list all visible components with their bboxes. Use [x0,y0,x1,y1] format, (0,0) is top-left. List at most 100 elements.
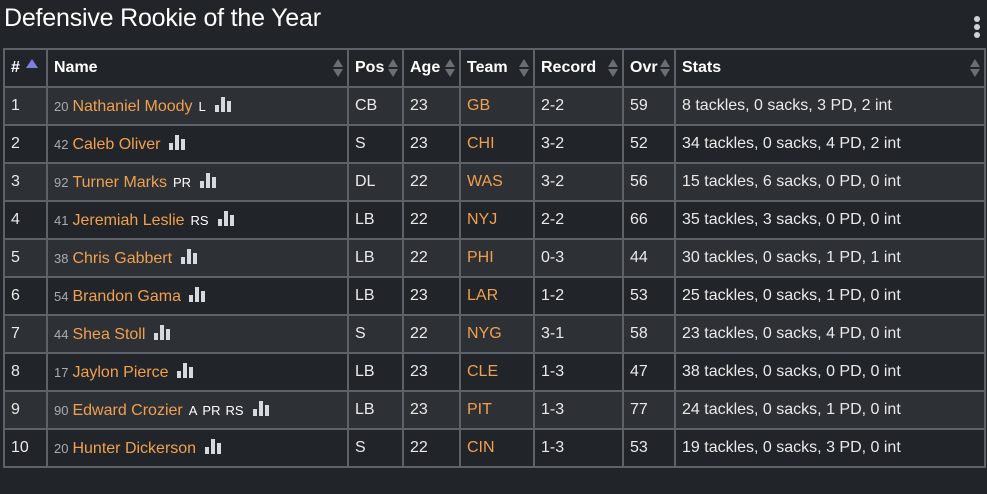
team-link[interactable]: CLE [467,363,499,380]
rank-cell: 5 [3,238,48,278]
player-tags: PR [173,175,196,190]
team-link[interactable]: CIN [467,439,495,456]
player-name-link[interactable]: Nathaniel Moody [72,97,193,115]
position-cell: S [347,124,404,164]
bar-chart-icon[interactable] [180,248,197,264]
jersey-number: 17 [54,364,69,380]
bar-chart-icon[interactable] [168,134,185,150]
record-cell: 1-3 [533,352,624,392]
rank-cell: 7 [3,314,48,354]
sort-toggle-icon[interactable] [608,58,618,78]
position-cell: LB [347,390,404,430]
position-cell: LB [347,276,404,316]
jersey-number: 44 [54,326,69,342]
column-header-rank[interactable]: # [3,48,48,88]
sort-down-icon [388,69,398,77]
bar-chart-icon[interactable] [153,324,170,340]
jersey-number: 38 [54,250,69,266]
team-cell: WAS [459,162,535,202]
sort-toggle-icon[interactable] [333,58,343,78]
bar-chart-icon[interactable] [252,400,269,416]
team-cell: CIN [459,428,535,468]
jersey-number: 20 [54,440,69,456]
bar-chart-icon[interactable] [214,96,231,112]
sort-toggle-icon[interactable] [388,58,398,78]
position-cell: LB [347,238,404,278]
player-name-link[interactable]: Caleb Oliver [72,135,161,153]
player-name-link[interactable]: Hunter Dickerson [72,439,197,457]
team-link[interactable]: PHI [467,249,494,266]
sort-up-icon [660,59,670,67]
player-name-link[interactable]: Chris Gabbert [72,249,173,267]
team-link[interactable]: NYJ [467,211,498,228]
rank-cell: 4 [3,200,48,240]
bar-chart-icon[interactable] [204,438,221,454]
stats-cell: 35 tackles, 3 sacks, 0 PD, 0 int [674,200,986,240]
bar-chart-icon[interactable] [200,172,217,188]
jersey-number: 41 [54,212,69,228]
player-name-link[interactable]: Edward Crozier [72,401,183,419]
more-options-icon[interactable] [973,16,981,38]
team-cell: LAR [459,276,535,316]
player-name-link[interactable]: Turner Marks [72,173,167,191]
team-cell: CLE [459,352,535,392]
player-tag: PR [173,174,192,190]
sort-up-icon [388,59,398,67]
ovr-cell: 47 [622,352,676,392]
player-tags: A PR RS [189,403,249,418]
team-link[interactable]: WAS [467,173,503,190]
team-cell: GB [459,86,535,126]
team-link[interactable]: NYG [467,325,502,342]
column-header-pos[interactable]: Pos [347,48,404,88]
rank-cell: 1 [3,86,48,126]
age-cell: 22 [402,200,461,240]
record-cell: 2-2 [533,200,624,240]
column-label: Record [541,59,597,76]
team-link[interactable]: GB [467,97,491,114]
ovr-cell: 56 [622,162,676,202]
rank-cell: 8 [3,352,48,392]
record-cell: 3-2 [533,162,624,202]
jersey-number: 90 [54,402,69,418]
player-name-link[interactable]: Jeremiah Leslie [72,211,185,229]
column-label: # [11,59,20,76]
sort-toggle-icon[interactable] [660,58,670,78]
sort-ascending-icon[interactable] [25,59,38,68]
age-cell: 23 [402,352,461,392]
column-header-team[interactable]: Team [459,48,535,88]
ovr-cell: 77 [622,390,676,430]
team-link[interactable]: PIT [467,401,492,418]
jersey-number: 54 [54,288,69,304]
player-name-link[interactable]: Brandon Gama [72,287,181,305]
age-cell: 23 [402,86,461,126]
sort-toggle-icon[interactable] [970,58,980,78]
player-tag: RS [190,212,209,228]
bar-chart-icon[interactable] [189,286,206,302]
column-header-ovr[interactable]: Ovr [622,48,676,88]
player-name-link[interactable]: Shea Stoll [72,325,146,343]
name-cell: 44 Shea Stoll [46,314,349,354]
rookie-table: # Name Pos Age Team Record Ovr Stats 1 20 Nathani… [3,48,986,468]
age-cell: 23 [402,276,461,316]
team-cell: NYJ [459,200,535,240]
rank-cell: 10 [3,428,48,468]
record-cell: 1-2 [533,276,624,316]
name-cell: 42 Caleb Oliver [46,124,349,164]
bar-chart-icon[interactable] [176,362,193,378]
name-cell: 92 Turner Marks PR [46,162,349,202]
column-header-name[interactable]: Name [46,48,349,88]
column-header-stats[interactable]: Stats [674,48,986,88]
sort-toggle-icon[interactable] [445,58,455,78]
sort-toggle-icon[interactable] [519,58,529,78]
column-header-record[interactable]: Record [533,48,624,88]
name-cell: 38 Chris Gabbert [46,238,349,278]
column-header-age[interactable]: Age [402,48,461,88]
team-link[interactable]: LAR [467,287,499,304]
player-name-link[interactable]: Jaylon Pierce [72,363,169,381]
team-link[interactable]: CHI [467,135,495,152]
stats-cell: 38 tackles, 0 sacks, 0 PD, 0 int [674,352,986,392]
ovr-cell: 58 [622,314,676,354]
bar-chart-icon[interactable] [217,210,234,226]
position-cell: S [347,428,404,468]
table-row: 3 92 Turner Marks PR DL 22 WAS 3-2 56 15 tackles,… [3,162,986,202]
